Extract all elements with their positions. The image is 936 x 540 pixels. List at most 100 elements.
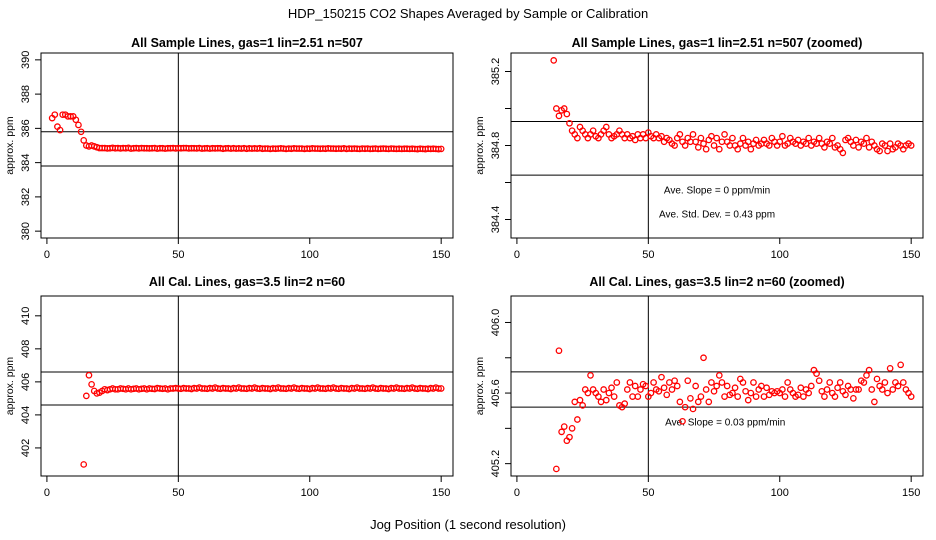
data-point [605,389,613,397]
data-point [823,386,831,393]
data-point [744,396,752,404]
x-tick-label: 100 [301,249,319,261]
data-point [700,354,707,362]
panel-title: All Sample Lines, gas=1 lin=2.51 n=507 (… [572,36,863,50]
data-point [552,465,560,473]
data-point [650,379,657,386]
data-point [637,386,644,393]
data-point [681,403,689,411]
data-point [831,393,839,400]
plot-frame [40,295,454,477]
data-point [655,387,663,395]
y-tick-label: 402 [20,439,32,457]
y-tick-label: 390 [20,51,32,69]
y-tick-label: 405.2 [490,450,502,478]
chart-panel-1: All Sample Lines, gas=1 lin=2.51 n=507 0 5… [4,36,454,261]
data-point [568,425,576,432]
data-point [852,386,860,393]
data-point [721,131,728,138]
data-point [660,384,668,392]
data-point [729,134,736,142]
data-point [613,379,621,386]
data-point [784,379,791,386]
data-point [687,395,694,402]
x-tick-label: 100 [771,487,789,499]
data-point [621,400,629,407]
data-series [80,371,445,468]
figure-title: HDP_150215 CO2 Shapes Averaged by Sample… [288,6,648,21]
data-point [797,384,805,392]
data-point [776,138,784,146]
y-tick-label: 405.6 [490,379,502,407]
data-point [694,398,702,406]
data-point [747,389,755,397]
data-point [865,144,873,151]
data-point [713,382,721,390]
data-point [610,393,618,400]
data-point [715,372,723,379]
y-axis-label: approx. ppm [474,116,486,175]
data-point [597,398,605,406]
data-point [855,144,862,151]
data-point [75,121,82,129]
data-point [702,145,710,153]
data-point [807,382,815,390]
data-point [437,385,445,392]
x-tick-label: 150 [432,249,450,261]
data-point [739,134,747,142]
data-point [886,365,894,372]
data-series [48,111,445,153]
data-point [689,405,697,413]
x-tick-label: 150 [902,249,920,261]
data-point [642,382,650,390]
data-point [671,377,678,385]
x-tick-label: 150 [432,487,450,499]
data-point [602,123,610,131]
data-point [763,384,770,392]
data-point [555,347,563,355]
y-tick-label: 386 [20,119,32,137]
data-point [800,393,807,400]
data-point [826,140,834,147]
x-tick-label: 0 [44,249,50,261]
data-point [697,134,705,142]
data-point [666,379,673,386]
data-point [826,379,834,386]
data-point [623,386,631,393]
data-point [67,113,74,120]
data-point [626,379,634,386]
data-point [634,393,642,400]
data-point [805,134,813,142]
data-point [668,386,676,393]
data-point [676,131,684,138]
data-point [894,382,902,390]
data-point [589,127,597,135]
data-point [715,145,723,153]
data-point [821,393,828,400]
data-point [560,105,568,112]
y-axis-label: approx. ppm [4,357,16,416]
data-point [692,382,699,390]
data-point [574,134,581,142]
x-tick-label: 0 [514,249,520,261]
data-point [631,382,639,390]
data-point [886,140,894,147]
x-tick-label: 150 [902,487,920,499]
data-point [560,423,568,430]
data-point [576,396,584,404]
data-point [836,379,844,386]
data-point [868,386,876,393]
data-point [658,373,665,381]
y-tick-label: 384.4 [490,206,502,234]
data-point [708,379,715,386]
data-point [563,110,571,118]
y-tick-label: 380 [20,222,32,240]
data-point [629,393,636,400]
data-point [600,386,608,393]
data-point [889,386,897,393]
data-point [85,371,93,379]
data-point [750,379,757,386]
x-tick-label: 100 [301,487,319,499]
chart-panel-2: All Sample Lines, gas=1 lin=2.51 n=507 (… [474,36,924,261]
data-point [705,398,713,406]
